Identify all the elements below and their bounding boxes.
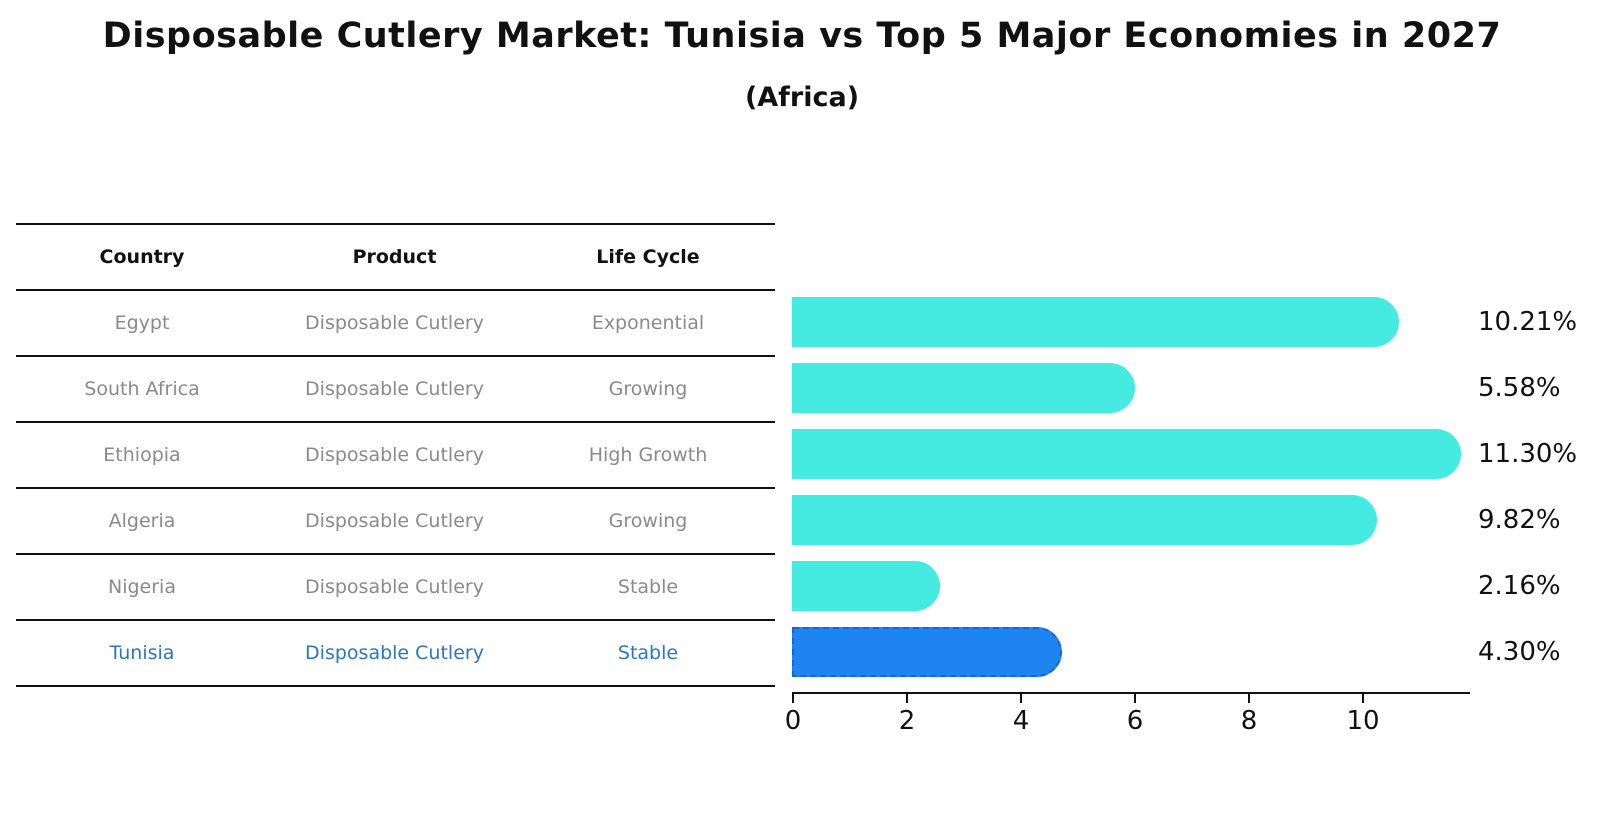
table-cell-life-cycle: Stable xyxy=(617,576,679,598)
x-axis-tick xyxy=(1020,694,1022,703)
table-header-product: Product xyxy=(352,246,437,268)
table-cell-product: Disposable Cutlery xyxy=(305,576,484,598)
table-header-row: Country Product Life Cycle xyxy=(16,225,775,291)
table-row: Algeria Disposable Cutlery Growing xyxy=(16,489,775,555)
bar-egypt xyxy=(792,297,1399,347)
page-subtitle: (Africa) xyxy=(744,82,860,113)
x-axis-tick xyxy=(906,694,908,703)
table-row: Ethiopia Disposable Cutlery High Growth xyxy=(16,423,775,489)
table-row: Tunisia Disposable Cutlery Stable xyxy=(16,621,775,687)
table-cell-life-cycle: High Growth xyxy=(588,444,708,466)
table-cell-life-cycle: Growing xyxy=(608,378,688,400)
x-axis-tick-label: 6 xyxy=(1126,706,1144,736)
x-axis-tick-label: 2 xyxy=(898,706,916,736)
table-cell-product: Disposable Cutlery xyxy=(305,510,484,532)
table-cell-product: Disposable Cutlery xyxy=(305,378,484,400)
x-axis-tick-label: 0 xyxy=(784,706,802,736)
x-axis-tick-label: 4 xyxy=(1012,706,1030,736)
table-cell-life-cycle: Stable xyxy=(617,642,679,664)
table-cell-country: South Africa xyxy=(84,378,200,400)
value-label: 10.21% xyxy=(1478,307,1578,337)
value-label: 11.30% xyxy=(1478,439,1578,469)
table-cell-life-cycle: Exponential xyxy=(591,312,705,334)
bar-algeria xyxy=(792,495,1377,545)
x-axis xyxy=(792,692,1470,694)
table-cell-product: Disposable Cutlery xyxy=(305,312,484,334)
page-title: Disposable Cutlery Market: Tunisia vs To… xyxy=(102,16,1502,56)
table-cell-life-cycle: Growing xyxy=(608,510,688,532)
country-table: Country Product Life Cycle Egypt Disposa… xyxy=(16,223,775,687)
x-axis-tick-label: 10 xyxy=(1346,706,1380,736)
table-cell-product: Disposable Cutlery xyxy=(305,642,484,664)
table-cell-country: Ethiopia xyxy=(103,444,181,466)
x-axis-tick xyxy=(1362,694,1364,703)
table-cell-country: Nigeria xyxy=(108,576,176,598)
value-label: 9.82% xyxy=(1478,505,1561,535)
bar-south-africa xyxy=(792,363,1135,413)
value-label: 4.30% xyxy=(1478,637,1561,667)
bar-nigeria xyxy=(792,561,940,611)
table-cell-country: Egypt xyxy=(114,312,170,334)
bar-tunisia xyxy=(792,627,1062,677)
table-row: Egypt Disposable Cutlery Exponential xyxy=(16,291,775,357)
x-axis-tick xyxy=(1248,694,1250,703)
table-cell-country: Tunisia xyxy=(109,642,175,664)
x-axis-tick xyxy=(792,694,794,703)
value-label: 5.58% xyxy=(1478,373,1561,403)
value-label: 2.16% xyxy=(1478,571,1561,601)
x-axis-tick xyxy=(1134,694,1136,703)
table-header-country: Country xyxy=(99,246,185,268)
table-row: South Africa Disposable Cutlery Growing xyxy=(16,357,775,423)
table-row: Nigeria Disposable Cutlery Stable xyxy=(16,555,775,621)
table-cell-product: Disposable Cutlery xyxy=(305,444,484,466)
table-cell-country: Algeria xyxy=(108,510,176,532)
table-header-life-cycle: Life Cycle xyxy=(596,246,700,268)
x-axis-tick-label: 8 xyxy=(1240,706,1258,736)
bar-ethiopia xyxy=(792,429,1461,479)
table-body: Egypt Disposable Cutlery Exponential Sou… xyxy=(16,291,775,687)
